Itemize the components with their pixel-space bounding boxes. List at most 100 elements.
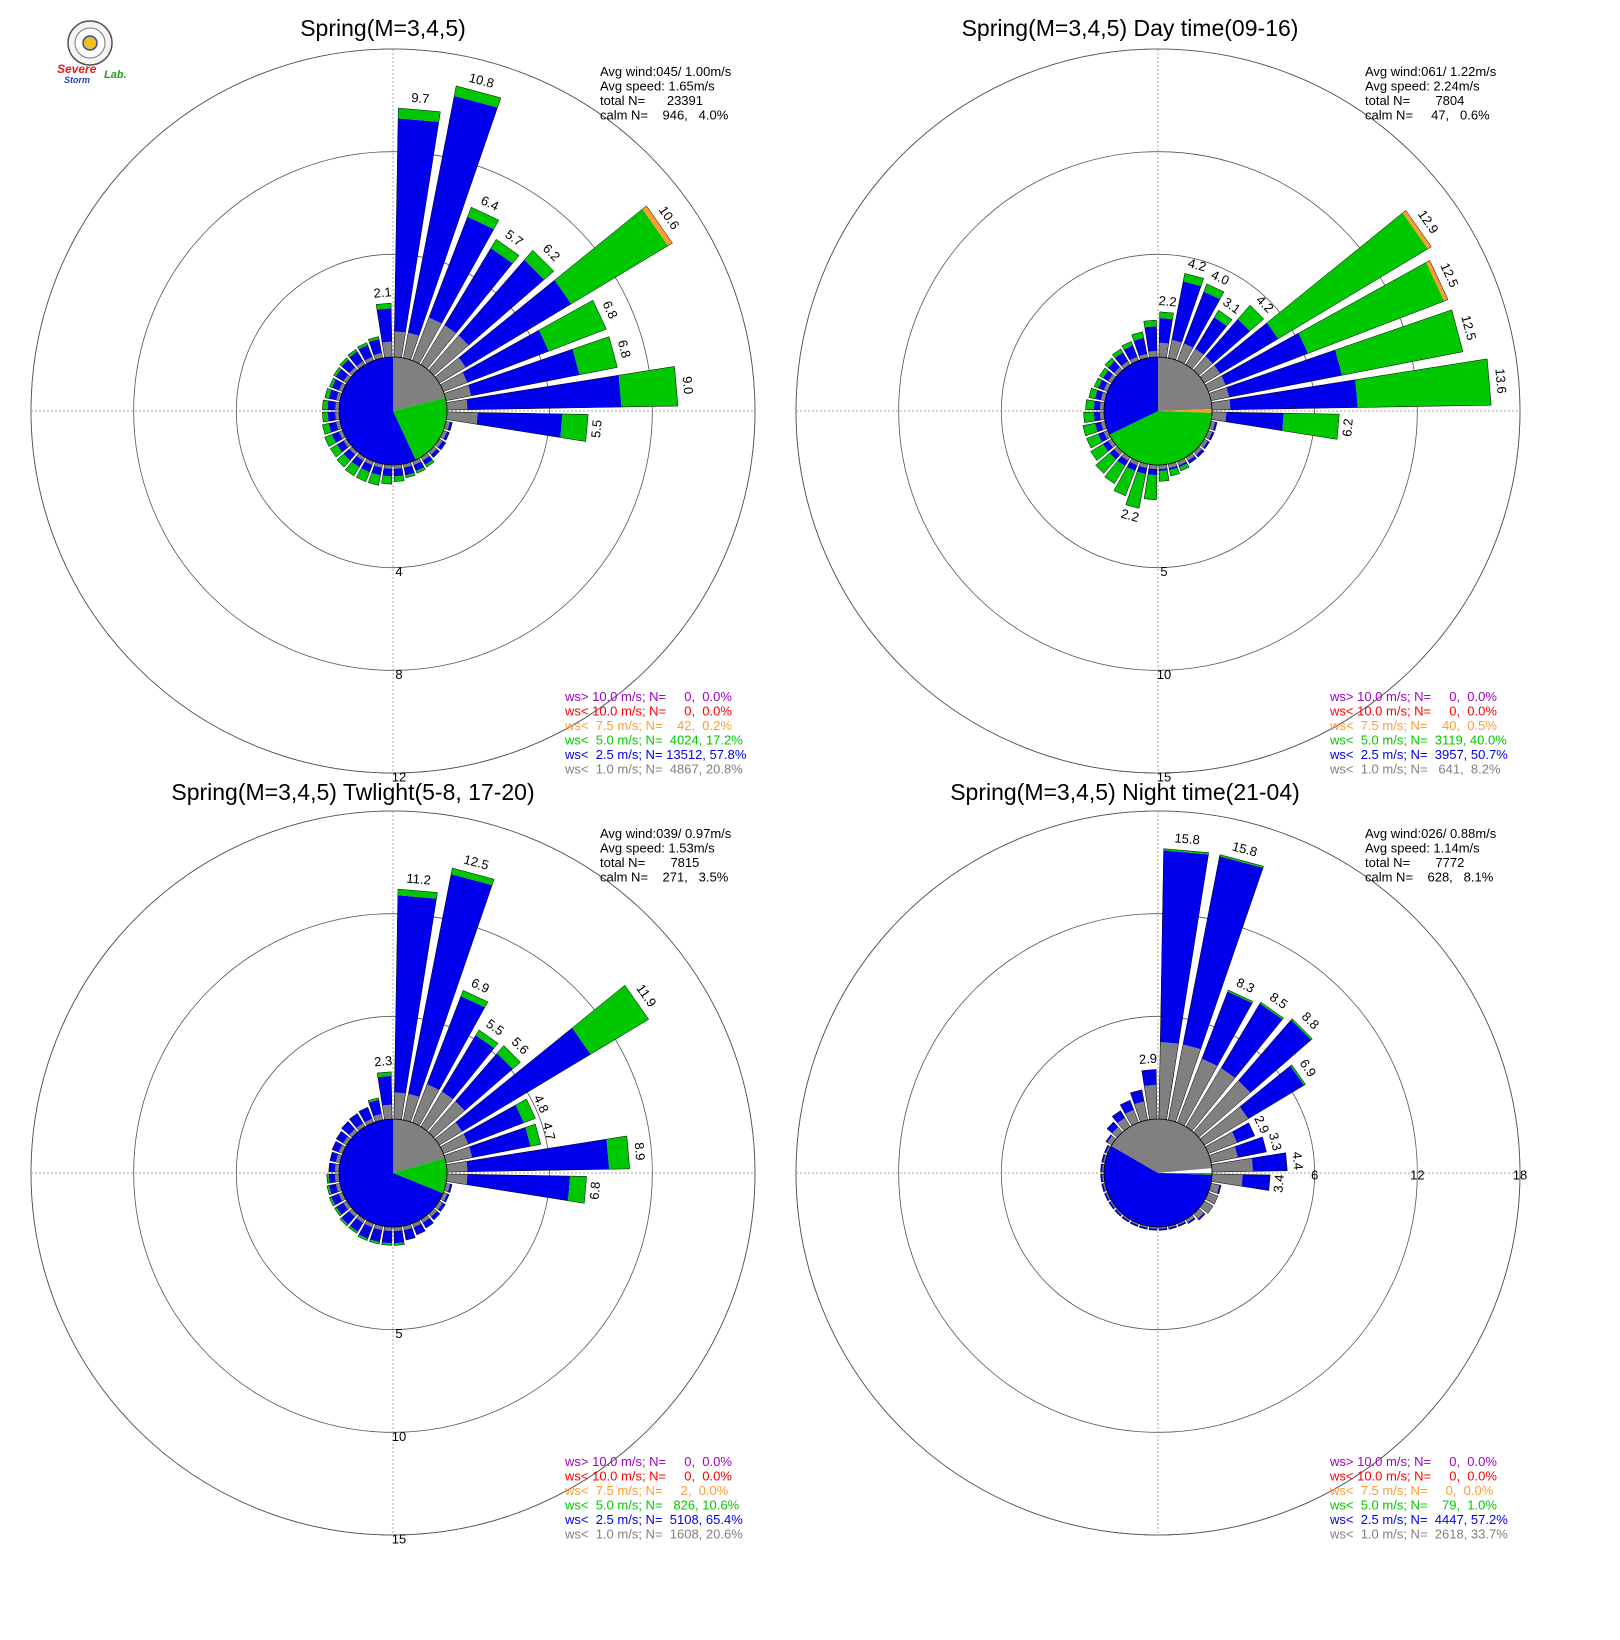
bar-segment xyxy=(443,1193,450,1203)
bar-segment xyxy=(349,1129,358,1138)
bar-value-label: 8.9 xyxy=(632,1142,649,1161)
bar-segment xyxy=(345,461,360,476)
bar-segment xyxy=(1205,375,1226,392)
bar-segment xyxy=(403,332,419,360)
wind-rose-panel: 15.8 15.88.38.58.86.92.93.34.43.42.96 12 18… xyxy=(795,779,1527,1542)
bar-segment xyxy=(348,1226,358,1234)
bar-segment xyxy=(441,1035,495,1100)
bar-segment xyxy=(1099,401,1105,411)
bar-segment xyxy=(460,990,488,1008)
bar-segment xyxy=(324,434,336,447)
bar-segment xyxy=(1426,260,1449,302)
wind-rose-panel: 11.212.56.95.55.611.94.84.78.96.82.35101… xyxy=(30,779,756,1546)
bar-segment xyxy=(1219,854,1264,868)
bar-segment xyxy=(427,996,485,1090)
bar-segment xyxy=(383,1226,393,1232)
bar-segment xyxy=(1112,1110,1125,1124)
bar-segment xyxy=(1109,449,1120,460)
bar-segment xyxy=(425,459,435,468)
bar-segment xyxy=(1125,1109,1139,1126)
bar-segment xyxy=(1104,460,1125,484)
legend-entry: ws< 2.5 m/s; N= 4447, 57.2% xyxy=(1329,1512,1508,1527)
legend-entry: ws< 1.0 m/s; N= 2618, 33.7% xyxy=(1329,1527,1508,1542)
bar-segment xyxy=(1168,1225,1177,1230)
bar-segment xyxy=(1185,452,1195,461)
bar-segment xyxy=(1143,320,1157,328)
bar-segment xyxy=(438,1202,446,1212)
bar-segment xyxy=(371,465,382,476)
ring-label: 15 xyxy=(1157,769,1171,784)
bar-segment xyxy=(1094,390,1104,400)
bar-segment xyxy=(1209,387,1230,401)
bar-value-label: 4.0 xyxy=(1209,267,1232,288)
bar-segment xyxy=(1147,468,1157,476)
bar-segment xyxy=(1211,411,1227,422)
bar-segment xyxy=(1160,850,1209,1044)
stats-line: calm N= 946, 4.0% xyxy=(600,108,729,123)
bar-segment xyxy=(444,1146,473,1163)
bar-value-label: 4.7 xyxy=(539,1121,558,1142)
bar-value-label: 13.6 xyxy=(1492,368,1509,395)
bar-segment xyxy=(1130,1089,1145,1105)
bar-segment xyxy=(1203,440,1210,449)
bar-segment xyxy=(515,1099,536,1123)
bar-segment xyxy=(1130,1221,1139,1227)
bar-segment xyxy=(431,1211,440,1220)
bar-segment xyxy=(1105,1192,1111,1201)
bar-segment xyxy=(1199,365,1221,384)
bar-value-label: 3.3 xyxy=(1266,1131,1285,1152)
stats-line: Avg speed: 1.53m/s xyxy=(600,841,715,856)
bar-segment xyxy=(405,472,416,478)
bar-segment xyxy=(334,1163,340,1173)
bar-segment xyxy=(422,455,433,465)
bar-segment xyxy=(382,1104,393,1120)
bar-segment xyxy=(1090,444,1109,461)
bar-value-label: 2.9 xyxy=(1138,1050,1157,1067)
bar-value-label: 2.1 xyxy=(373,284,392,301)
bar-value-label: 6.9 xyxy=(469,975,492,996)
calm-pie-slice xyxy=(1158,1168,1212,1173)
bar-segment xyxy=(1129,458,1139,466)
wind-rose-panel: 9.710.86.45.76.210.66.86.89.05.52.14812S… xyxy=(30,15,756,784)
bar-segment xyxy=(1117,1117,1131,1132)
bar-segment xyxy=(1094,422,1104,432)
ring-label: 4 xyxy=(395,564,402,579)
bar-segment xyxy=(412,1084,440,1126)
wind-rose-panel: 2.24.24.03.1 4.212.912.512.513.66.22.2510… xyxy=(795,15,1521,784)
bar-segment xyxy=(1205,1192,1218,1205)
bar-segment xyxy=(428,446,437,455)
bar-segment xyxy=(338,1144,346,1154)
bar-segment xyxy=(440,430,448,440)
bar-segment xyxy=(468,349,580,396)
bar-segment xyxy=(1179,463,1190,471)
bar-segment xyxy=(343,374,352,384)
bar-value-label: 6.8 xyxy=(587,1181,604,1200)
bar-segment xyxy=(1183,291,1221,348)
bar-segment xyxy=(1159,318,1173,344)
bar-segment xyxy=(1114,367,1123,376)
legend-entry: ws< 2.5 m/s; N= 5108, 65.4% xyxy=(564,1512,743,1527)
bar-segment xyxy=(1298,262,1445,354)
bar-segment xyxy=(1105,1134,1113,1143)
bar-segment xyxy=(343,438,352,448)
bar-value-label: 9.0 xyxy=(680,376,697,395)
legend-entry: ws< 2.5 m/s; N= 3957, 50.7% xyxy=(1329,747,1508,762)
stats-line: Avg wind:045/ 1.00m/s xyxy=(600,64,732,79)
legend-entry: ws< 7.5 m/s; N= 2, 0.0% xyxy=(564,1483,729,1498)
panel-title: Spring(M=3,4,5) Twlight(5-8, 17-20) xyxy=(171,779,534,805)
bar-segment xyxy=(1226,349,1343,398)
bar-segment xyxy=(361,461,373,473)
bar-segment xyxy=(1168,1044,1201,1122)
bar-value-label: 4.8 xyxy=(531,1092,552,1115)
bar-segment xyxy=(463,1105,524,1145)
bar-segment xyxy=(358,1223,373,1239)
bar-segment xyxy=(1082,423,1098,436)
bar-segment xyxy=(434,438,443,448)
calm-pie-slice xyxy=(1104,357,1158,435)
bar-segment xyxy=(328,1162,336,1172)
bar-segment xyxy=(1193,446,1202,455)
stats-line: calm N= 271, 3.5% xyxy=(600,870,729,885)
bar-segment xyxy=(1205,1131,1238,1154)
legend-entry: ws< 5.0 m/s; N= 826, 10.6% xyxy=(564,1498,740,1513)
